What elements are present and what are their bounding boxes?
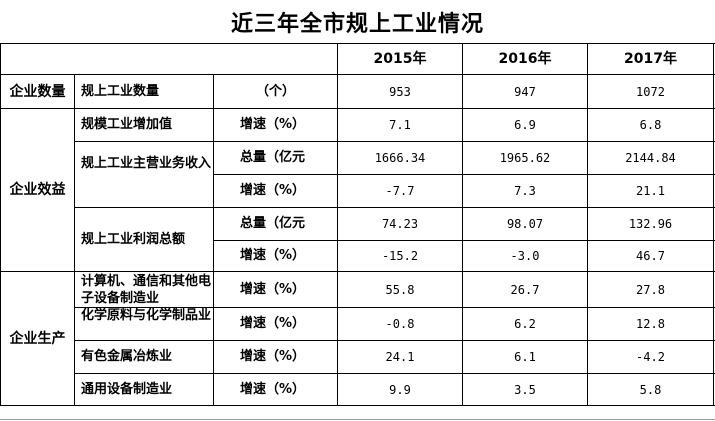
grid-line [0, 74, 715, 75]
value-cell: 74.23 [381, 217, 419, 231]
value-cell: 132.96 [628, 217, 673, 231]
item-label: 规上工业主营业务收入 [81, 156, 212, 171]
grid-line [0, 108, 715, 109]
value-cell: 1072 [636, 84, 665, 99]
value-cell: 24.1 [385, 350, 415, 364]
item-label: 化学原料与化学制品业 [81, 308, 212, 323]
grid-line [74, 207, 715, 208]
value-cell: 1666.34 [374, 151, 426, 165]
value-cell: -15.2 [381, 249, 419, 263]
grid-line [0, 419, 715, 420]
unit-label: 增速（%） [240, 349, 306, 364]
value-cell: -3.0 [510, 249, 540, 263]
value-cell: 2144.84 [625, 151, 676, 165]
item-label: 规上工业利润总额 [81, 231, 186, 247]
value-cell: 3.5 [514, 382, 536, 397]
value-cell: 7.1 [389, 118, 411, 132]
grid-line [74, 307, 715, 308]
item-label: 通用设备制造业 [81, 381, 173, 397]
table-title: 近三年全市规上工业情况 [230, 12, 484, 37]
value-cell: 6.9 [514, 118, 536, 132]
value-cell: 55.8 [385, 282, 415, 297]
value-cell: -7.7 [385, 184, 415, 198]
unit-label: 增速（%） [240, 117, 306, 132]
unit-label: 增速（%） [240, 381, 306, 397]
value-cell: 1965.62 [499, 151, 551, 165]
unit-label: （个） [255, 83, 295, 99]
unit-label: 增速（%） [240, 183, 306, 198]
value-cell: 6.8 [639, 118, 662, 132]
value-cell: 953 [389, 84, 411, 99]
value-cell: 46.7 [636, 249, 665, 263]
grid-line [74, 373, 715, 374]
grid-line [0, 43, 1, 406]
grid-line [74, 141, 715, 142]
unit-label: 总量（亿元 [240, 216, 306, 231]
unit-label: 总量（亿元 [240, 150, 306, 165]
value-cell: 947 [514, 84, 536, 99]
item-label: 计算机、通信和其他电子设备制造业 [81, 274, 212, 306]
item-label: 规模工业增加值 [81, 117, 173, 132]
unit-label: 增速（%） [240, 248, 306, 263]
item-label: 规上工业数量 [81, 83, 160, 99]
grid-line [74, 340, 715, 341]
unit-label: 增速（%） [240, 281, 306, 297]
grid-line [713, 43, 714, 406]
value-cell: 27.8 [636, 282, 665, 297]
value-cell: 12.8 [636, 317, 665, 331]
grid-line [462, 43, 463, 406]
category-enterprise-count: 企业数量 [9, 83, 66, 100]
grid-line [0, 405, 715, 406]
grid-line [0, 271, 715, 272]
value-cell: 26.7 [510, 282, 540, 297]
year-header-2015: 2015年 [373, 51, 427, 67]
category-enterprise-production: 企业生产 [9, 330, 66, 347]
year-header-2016: 2016年 [498, 51, 552, 67]
value-cell: 7.3 [514, 184, 536, 198]
value-cell: 98.07 [506, 217, 544, 231]
unit-label: 增速（%） [240, 316, 306, 331]
value-cell: 9.9 [389, 382, 411, 397]
value-cell: 5.8 [639, 382, 662, 397]
grid-line [74, 74, 75, 405]
item-label: 有色金属冶炼业 [81, 349, 173, 364]
grid-line [213, 74, 214, 405]
value-cell: 6.2 [514, 317, 536, 331]
grid-line [587, 43, 588, 406]
grid-line [213, 174, 715, 175]
year-header-2017: 2017年 [624, 51, 677, 67]
value-cell: -0.8 [385, 317, 415, 331]
grid-line [337, 43, 338, 406]
value-cell: 6.1 [514, 350, 536, 364]
category-enterprise-benefit: 企业效益 [9, 182, 66, 198]
value-cell: -4.2 [636, 350, 665, 364]
value-cell: 21.1 [636, 184, 665, 198]
grid-line [0, 43, 715, 44]
grid-line [213, 240, 715, 241]
